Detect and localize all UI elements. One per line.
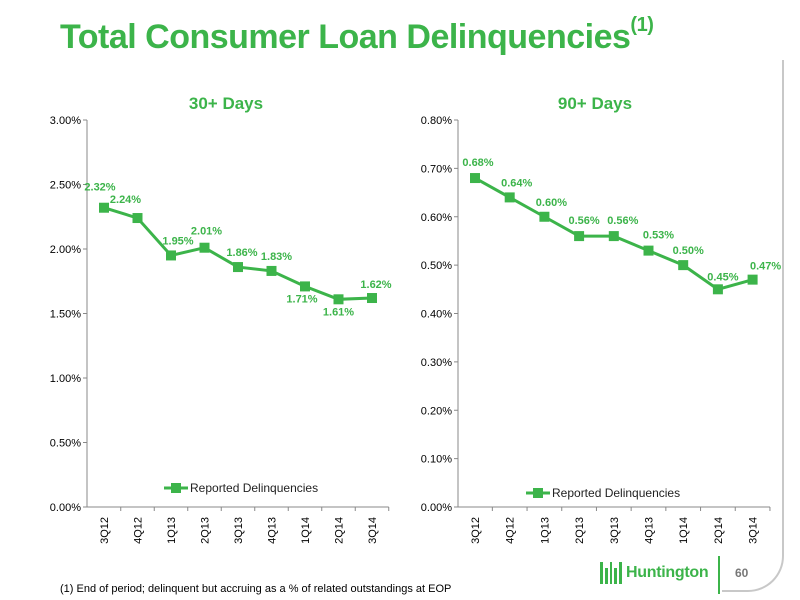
data-point	[712, 284, 723, 295]
slide-title-text: Total Consumer Loan Delinquencies	[60, 18, 631, 56]
x-tick-label: 3Q14	[748, 517, 760, 544]
data-point	[233, 262, 243, 273]
y-tick-label: 0.60%	[421, 212, 452, 224]
data-point	[504, 192, 515, 203]
x-tick-label: 1Q14	[300, 517, 312, 544]
x-tick-label: 2Q13	[574, 517, 586, 544]
data-label: 0.60%	[536, 197, 567, 209]
data-label: 0.56%	[568, 215, 599, 227]
x-tick-label: 2Q14	[334, 517, 346, 544]
data-label: 2.32%	[84, 182, 115, 194]
legend-marker	[171, 483, 181, 493]
chart-title: 90+ Days	[558, 94, 632, 113]
data-label: 0.45%	[707, 271, 738, 283]
x-tick-label: 1Q13	[166, 517, 178, 544]
data-point	[132, 213, 143, 224]
y-tick-label: 0.80%	[421, 115, 452, 127]
x-tick-label: 1Q13	[539, 517, 551, 544]
data-point	[747, 274, 758, 285]
data-label: 2.24%	[110, 194, 141, 206]
x-tick-label: 3Q13	[233, 517, 245, 544]
y-tick-label: 1.00%	[50, 373, 81, 385]
data-point	[367, 293, 377, 304]
data-label: 1.62%	[360, 279, 391, 291]
x-tick-label: 3Q13	[609, 517, 621, 544]
x-tick-label: 3Q14	[367, 517, 379, 544]
data-label: 0.47%	[750, 261, 781, 273]
y-tick-label: 0.30%	[421, 357, 452, 369]
y-tick-label: 0.40%	[421, 309, 452, 321]
y-tick-label: 0.50%	[421, 260, 452, 272]
page-number: 60	[735, 566, 749, 580]
data-label: 0.64%	[501, 177, 532, 189]
data-point	[470, 173, 480, 184]
decorative-corner-line	[722, 60, 784, 592]
data-point	[166, 250, 176, 261]
x-tick-label: 4Q13	[267, 517, 279, 544]
data-label: 0.56%	[607, 215, 638, 227]
data-label: 2.01%	[191, 226, 222, 238]
x-tick-label: 3Q12	[99, 517, 111, 544]
footnote: (1) End of period; delinquent but accrui…	[60, 583, 452, 595]
y-tick-label: 2.00%	[50, 244, 81, 256]
x-tick-label: 3Q12	[470, 517, 482, 544]
data-point	[608, 231, 619, 242]
y-tick-label: 0.20%	[421, 405, 452, 417]
data-point	[333, 294, 344, 305]
data-label: 1.83%	[261, 251, 292, 263]
data-label: 0.50%	[673, 245, 704, 257]
legend-marker	[533, 488, 543, 498]
title-footnote-marker: (1)	[630, 14, 654, 36]
data-point	[539, 211, 550, 222]
y-tick-label: 0.70%	[421, 163, 452, 175]
data-point	[99, 202, 109, 213]
data-label: 1.61%	[323, 306, 354, 318]
huntington-logo: Huntington	[600, 562, 709, 584]
data-point	[300, 281, 310, 292]
data-point	[199, 242, 210, 253]
x-tick-label: 2Q13	[200, 517, 212, 544]
y-tick-label: 0.50%	[50, 438, 81, 450]
data-point	[574, 231, 585, 242]
y-tick-label: 0.00%	[50, 502, 81, 514]
data-point	[643, 245, 654, 256]
legend-label: Reported Delinquencies	[552, 486, 680, 500]
chart-title: 30+ Days	[189, 94, 263, 113]
data-label: 1.71%	[286, 293, 317, 305]
slide-title: Total Consumer Loan Delinquencies(1)	[60, 14, 654, 57]
y-tick-label: 1.50%	[50, 309, 81, 321]
y-tick-label: 3.00%	[50, 115, 81, 127]
x-tick-label: 2Q14	[713, 517, 725, 544]
data-label: 1.86%	[226, 247, 257, 259]
logo-text: Huntington	[626, 564, 709, 581]
y-tick-label: 2.50%	[50, 180, 81, 192]
legend-label: Reported Delinquencies	[190, 481, 318, 495]
huntington-logo-icon	[600, 562, 622, 584]
data-point	[266, 265, 277, 276]
x-tick-label: 1Q14	[678, 517, 690, 544]
x-tick-label: 4Q13	[644, 517, 656, 544]
x-tick-label: 4Q12	[505, 517, 517, 544]
logo-divider	[718, 556, 720, 594]
data-point	[678, 260, 689, 271]
data-label: 1.95%	[162, 235, 193, 247]
x-tick-label: 4Q12	[133, 517, 145, 544]
data-label: 0.53%	[643, 230, 674, 242]
y-tick-label: 0.00%	[421, 502, 452, 514]
y-tick-label: 0.10%	[421, 454, 452, 466]
data-label: 0.68%	[462, 157, 493, 169]
